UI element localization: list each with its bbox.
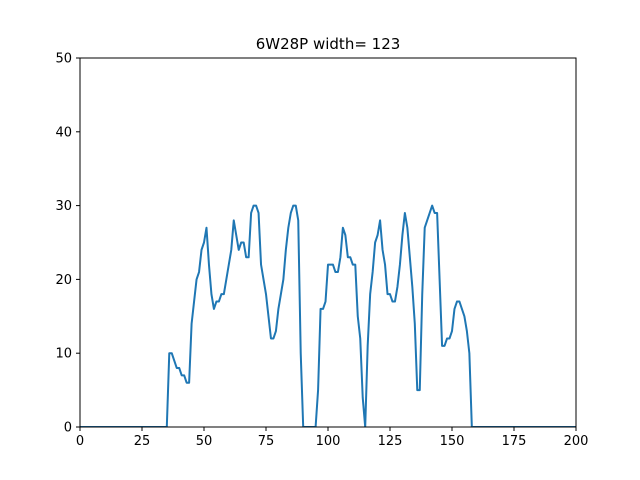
x-tick-label: 75 xyxy=(258,434,275,449)
chart-title: 6W28P width= 123 xyxy=(256,35,401,53)
x-tick-label: 25 xyxy=(134,434,151,449)
axes: 0 25 50 75 100 125 150 175 200 0 10 20 30 40 50 xyxy=(55,52,588,450)
x-tick-label: 50 xyxy=(196,434,213,449)
y-tick-label: 50 xyxy=(55,52,72,67)
y-tick-label: 40 xyxy=(55,125,72,140)
y-tick-label: 20 xyxy=(55,273,72,288)
y-tick-label: 0 xyxy=(64,421,72,436)
x-tick-label: 100 xyxy=(316,434,341,449)
x-tick-label: 0 xyxy=(76,434,84,449)
plot-area xyxy=(80,204,576,427)
series-line-0 xyxy=(80,204,576,427)
x-tick-label: 150 xyxy=(440,434,465,449)
x-tick-label: 200 xyxy=(564,434,589,449)
x-tick-label: 125 xyxy=(378,434,403,449)
x-tick-label: 175 xyxy=(502,434,527,449)
y-tick-label: 10 xyxy=(55,347,72,362)
y-tick-label: 30 xyxy=(55,199,72,214)
